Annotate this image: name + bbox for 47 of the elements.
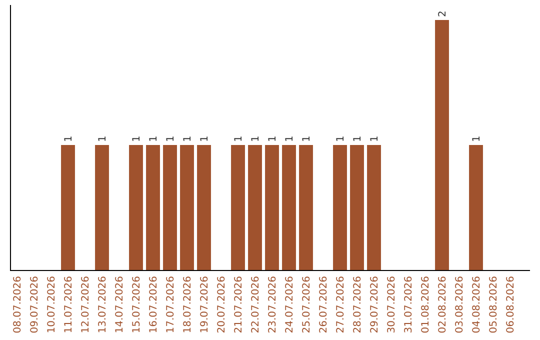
x-tick-label: 03.08.2026 bbox=[454, 276, 466, 334]
data-label: 1 bbox=[64, 136, 74, 142]
x-tick-label: 28.07.2026 bbox=[352, 276, 364, 334]
data-label: 1 bbox=[148, 136, 160, 142]
x-tick-label: 20.07.2026 bbox=[216, 276, 228, 334]
data-label: 1 bbox=[182, 136, 194, 142]
x-tick-label: 29.07.2026 bbox=[370, 276, 380, 334]
x-tick-label: 11.07.2026 bbox=[64, 276, 74, 334]
x-tick-label: 10.07.2026 bbox=[46, 276, 58, 334]
x-tick-label: 15.07.2026 bbox=[132, 276, 142, 334]
data-label: 1 bbox=[336, 136, 346, 142]
x-tick-label: 21.07.2026 bbox=[234, 276, 244, 334]
data-label: 1 bbox=[166, 136, 176, 142]
data-label: 1 bbox=[268, 136, 278, 142]
x-tick-label: 30.07.2026 bbox=[386, 276, 398, 334]
x-tick-label: 19.07.2026 bbox=[200, 276, 210, 334]
x-tick-label: 09.07.2026 bbox=[30, 276, 40, 334]
x-tick-label: 17.07.2026 bbox=[166, 276, 176, 334]
x-tick-label: 06.08.2026 bbox=[506, 276, 516, 334]
x-tick-label: 23.07.2026 bbox=[268, 276, 278, 334]
x-tick-label: 12.07.2026 bbox=[80, 276, 92, 334]
x-tick-label: 26.07.2026 bbox=[318, 276, 330, 334]
data-label: 1 bbox=[370, 136, 380, 142]
x-tick-label: 25.07.2026 bbox=[302, 276, 312, 334]
data-label: 1 bbox=[250, 136, 262, 142]
x-tick-label: 05.08.2026 bbox=[488, 276, 500, 334]
x-tick-label: 01.08.2026 bbox=[420, 276, 432, 334]
x-tick-label: 27.07.2026 bbox=[336, 276, 346, 334]
data-label: 1 bbox=[98, 136, 108, 142]
x-tick-label: 31.07.2026 bbox=[404, 276, 414, 334]
x-tick-label: 18.07.2026 bbox=[182, 276, 194, 334]
data-label: 1 bbox=[472, 136, 482, 142]
data-label: 1 bbox=[200, 136, 210, 142]
data-label: 1 bbox=[302, 136, 312, 142]
data-label: 1 bbox=[234, 136, 244, 142]
x-tick-label: 04.08.2026 bbox=[472, 276, 482, 334]
x-tick-label: 14.07.2026 bbox=[114, 276, 126, 334]
x-tick-label: 08.07.2026 bbox=[12, 276, 24, 334]
x-tick-label: 16.07.2026 bbox=[148, 276, 160, 334]
x-tick-label: 13.07.2026 bbox=[98, 276, 108, 334]
x-tick-label: 24.07.2026 bbox=[284, 276, 296, 334]
data-label: 1 bbox=[284, 136, 296, 142]
data-label: 1 bbox=[352, 136, 364, 142]
x-tick-label: 02.08.2026 bbox=[438, 276, 448, 334]
data-label: 2 bbox=[438, 10, 448, 17]
data-label: 1 bbox=[132, 136, 142, 142]
x-tick-label: 22.07.2026 bbox=[250, 276, 262, 334]
